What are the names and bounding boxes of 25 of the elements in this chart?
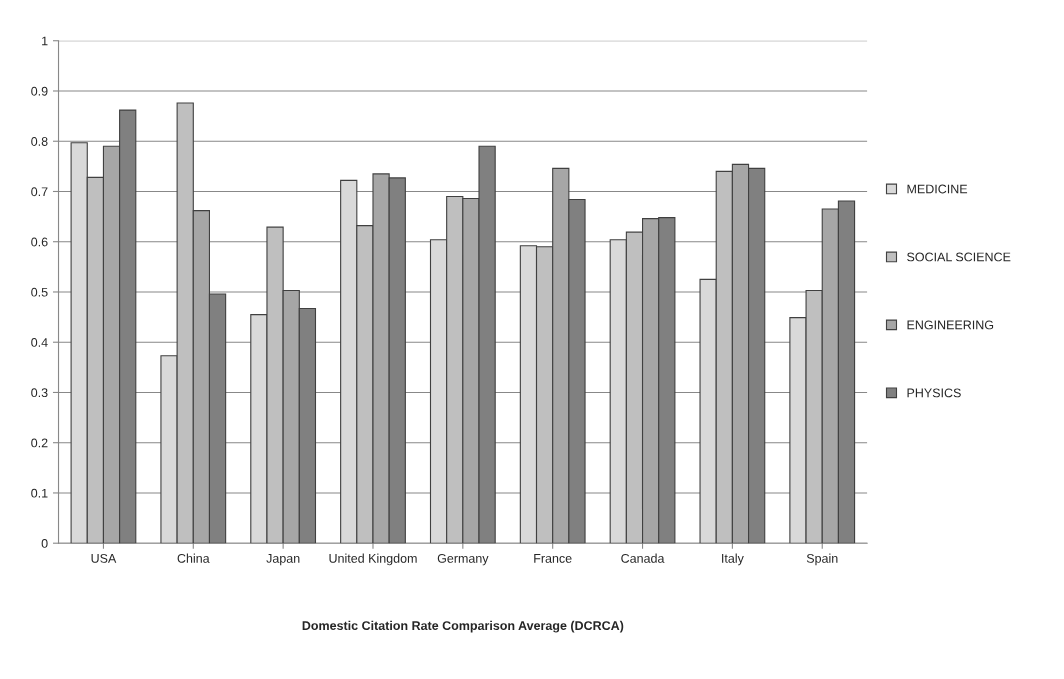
legend-label: SOCIAL SCIENCE (907, 252, 1011, 262)
x-tick-label: France (534, 554, 572, 563)
x-tick-label: Germany (437, 553, 489, 566)
y-tick-label: 0.8 (31, 137, 48, 146)
x-tick-label: Japan (266, 554, 300, 566)
y-tick-label: 0.6 (31, 237, 48, 247)
x-axis-title: Domestic Citation Rate Comparison Average (DCRCA) (302, 620, 624, 633)
y-tick-label: 0.3 (31, 388, 48, 398)
y-tick-label: 0.5 (31, 287, 48, 297)
y-tick-label: 0.7 (31, 187, 48, 197)
y-tick-label: 0 (41, 539, 48, 548)
legend-label: ENGINEERING (907, 320, 994, 330)
y-tick-label: 0.9 (31, 86, 48, 96)
y-tick-label: 1 (42, 36, 48, 46)
x-tick-label: Italy (722, 553, 744, 566)
x-tick-label: United Kingdom (329, 553, 417, 566)
y-tick-label: 0.4 (31, 338, 48, 347)
legend-label: MEDICINE (907, 184, 968, 194)
legend-label: PHYSICS (907, 388, 961, 398)
x-tick-label: Spain (806, 553, 838, 566)
y-tick-label: 0.2 (31, 438, 48, 448)
y-tick-label: 0.1 (31, 488, 48, 498)
x-tick-label: USA (91, 553, 117, 563)
x-tick-label: Canada (621, 553, 665, 563)
x-tick-label: China (177, 553, 210, 563)
